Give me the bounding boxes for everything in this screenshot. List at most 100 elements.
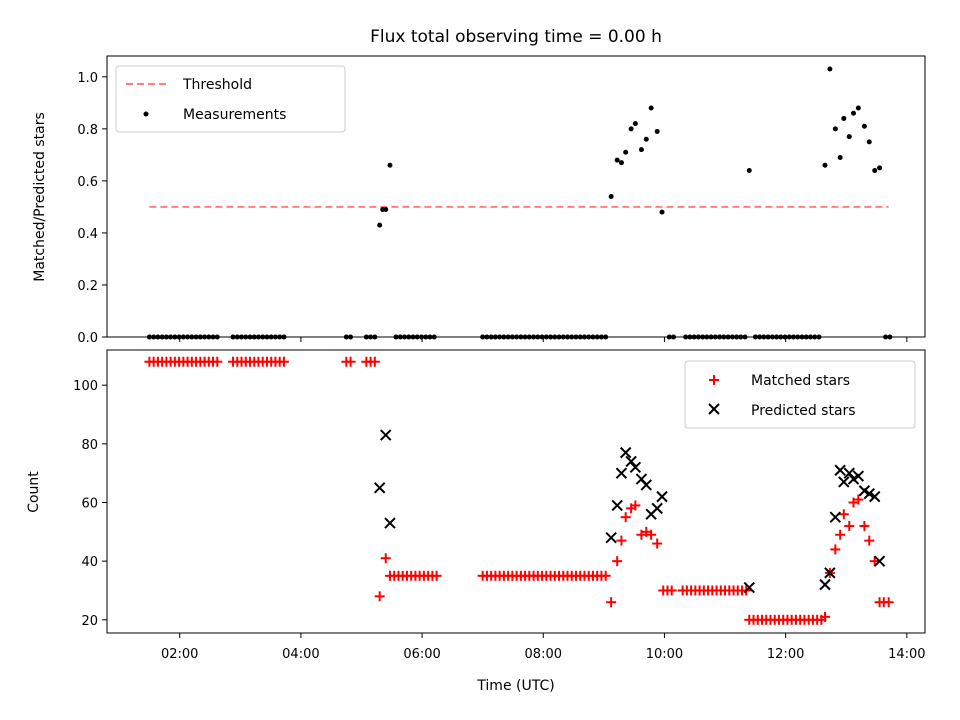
matched-point [646, 529, 657, 540]
measurement-point [387, 162, 393, 168]
measurement-point [146, 334, 152, 340]
matched-point [374, 591, 385, 602]
measurement-point [264, 334, 270, 340]
predicted-point [629, 461, 642, 474]
top-y-tick-label: 0.8 [77, 123, 98, 138]
measurement-point [774, 334, 780, 340]
measurement-point [841, 115, 847, 121]
measurement-point [742, 334, 748, 340]
measurement-point [260, 334, 266, 340]
bottom-axes-frame [106, 349, 926, 634]
bottom-x-tick-label: 02:00 [161, 647, 198, 662]
measurement-point [431, 334, 437, 340]
measurement-point [548, 334, 554, 340]
bottom-legend-box [684, 360, 916, 429]
measurement-point [816, 334, 822, 340]
measurement-point [414, 334, 420, 340]
measurement-point [268, 334, 274, 340]
measurement-point [185, 334, 191, 340]
measurement-point [590, 334, 596, 340]
measurement-point [383, 207, 389, 213]
measurement-point [556, 334, 562, 340]
measurement-point [569, 334, 575, 340]
measurement-point [210, 334, 216, 340]
bottom-y-tick-label: 80 [81, 438, 98, 453]
predicted-point [384, 517, 396, 529]
predicted-point [615, 467, 628, 479]
predicted-point [829, 511, 842, 523]
measurement-point [151, 334, 157, 340]
predicted-legend-label: Predicted stars [751, 403, 856, 419]
matched-point [345, 356, 356, 367]
matched-point [820, 611, 831, 622]
measurement-point [509, 334, 515, 340]
measurement-point [746, 167, 752, 173]
measurement-point [638, 147, 644, 153]
predicted-point [625, 455, 637, 468]
predicted-point [863, 487, 875, 500]
measurement-point [202, 334, 208, 340]
top-plot-area: 0.0 0.2 0.4 0.6 0.8 1.0 [77, 55, 926, 346]
measurement-point [480, 334, 486, 340]
measurement-point [769, 334, 775, 340]
measurement-point [577, 334, 583, 340]
measurement-point [497, 334, 503, 340]
predicted-point [824, 567, 836, 579]
measurement-point [377, 222, 383, 228]
bottom-y-tick-label: 60 [81, 496, 98, 511]
measurement-point [822, 162, 828, 168]
measurement-point [708, 334, 714, 340]
measurement-point [348, 334, 354, 340]
measurement-point [729, 334, 735, 340]
measurement-point [172, 334, 178, 340]
matched-legend-swatch [709, 375, 719, 385]
measurement-point [846, 134, 852, 140]
bottom-x-tick-label: 10:00 [646, 647, 683, 662]
measurement-point [832, 126, 838, 132]
measurement-point [393, 334, 399, 340]
matched-point [600, 570, 611, 581]
matched-point [369, 356, 380, 367]
measurement-point [402, 334, 408, 340]
measurement-point [877, 165, 883, 171]
threshold-legend-label: Threshold [182, 77, 252, 93]
measurement-point [535, 334, 541, 340]
bottom-y-tick-label: 100 [73, 379, 98, 394]
predicted-point [640, 479, 652, 491]
bottom-legend: Matched stars Predicted stars [684, 360, 916, 429]
measurement-point [343, 334, 349, 340]
measurement-point [721, 334, 727, 340]
measurement-point [795, 334, 801, 340]
measurement-point [251, 334, 257, 340]
matched-point [835, 529, 846, 540]
measurement-point [887, 334, 893, 340]
measurement-point [197, 334, 203, 340]
measurement-point [565, 334, 571, 340]
measurement-point [687, 334, 693, 340]
measurement-point [277, 334, 283, 340]
measurement-point [632, 121, 638, 127]
matched-point [620, 512, 631, 523]
predicted-point [656, 490, 668, 503]
bottom-plot-area: 20 40 60 80 100 02:00 04:00 06:00 08:00 10:00 12:0… [73, 349, 926, 662]
bottom-y-tick-label: 20 [81, 614, 98, 629]
measurement-point [659, 209, 665, 215]
matched-point [278, 356, 289, 367]
bottom-series-predicted-stars [373, 429, 886, 594]
measurement-point [410, 334, 416, 340]
measurement-point [851, 110, 857, 116]
measurement-point [704, 334, 710, 340]
measurement-point [643, 136, 649, 142]
measurement-point [206, 334, 212, 340]
predicted-point [605, 531, 617, 544]
measurement-point [518, 334, 524, 340]
measurement-point [230, 334, 236, 340]
measurement-point [883, 334, 889, 340]
matched-legend-label: Matched stars [751, 373, 850, 389]
measurement-point [368, 334, 374, 340]
measurement-point [603, 334, 609, 340]
bottom-y-axis-label: Count [26, 471, 42, 513]
matched-point [859, 520, 870, 531]
measurement-point [234, 334, 240, 340]
